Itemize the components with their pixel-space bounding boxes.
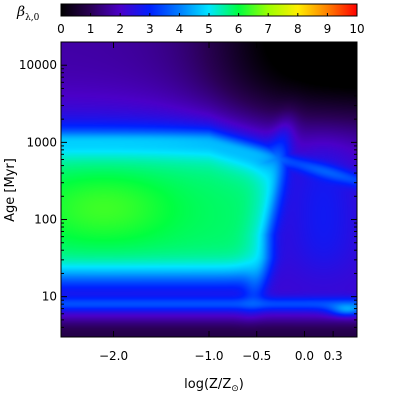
colorbar-tick-label: 1 [87, 22, 95, 36]
x-tick-label: −1.0 [194, 349, 223, 363]
x-tick-label: 0.3 [324, 349, 343, 363]
colorbar-tick-label: 8 [294, 22, 302, 36]
y-tick-label: 100 [34, 213, 57, 227]
y-axis-label: Age [Myr] [3, 158, 18, 222]
colorbar-tick-label: 10 [349, 22, 364, 36]
colorbar-tick-label: 2 [116, 22, 124, 36]
y-axis-ticks: 10 100 1000 10000 [19, 41, 357, 338]
colorbar-title-subscript: λ,0 [25, 13, 40, 23]
plot-area: −2.0 −1.0 −0.5 0.0 0.3 10 100 1000 10000 [19, 41, 358, 363]
colorbar-tick-label: 7 [264, 22, 272, 36]
y-tick-label: 10 [42, 290, 57, 304]
colorbar-tick-label: 0 [57, 22, 65, 36]
x-axis-ticks: −2.0 −1.0 −0.5 0.0 0.3 [99, 42, 343, 363]
colorbar-tick-label: 3 [146, 22, 154, 36]
colorbar-tick-label: 5 [205, 22, 213, 36]
colorbar-tick-label: 4 [176, 22, 184, 36]
colorbar-title-symbol: β [16, 4, 25, 20]
y-tick-label: 10000 [19, 58, 57, 72]
y-tick-label: 1000 [26, 135, 57, 149]
x-tick-label: −2.0 [99, 349, 128, 363]
colorbar-title: βλ,0 [16, 4, 40, 23]
heatmap-image [61, 42, 357, 337]
colorbar-tick-label: 6 [235, 22, 243, 36]
x-tick-label: 0.0 [295, 349, 314, 363]
colorbar-ticks: 0 1 2 3 4 5 6 7 8 9 10 [57, 13, 365, 36]
colorbar-tick-label: 9 [324, 22, 332, 36]
x-tick-label: −0.5 [242, 349, 271, 363]
x-axis-label: log(Z/Z⊙) [184, 377, 244, 394]
colorbar: βλ,0 0 1 2 3 4 5 6 7 8 9 10 [16, 3, 365, 36]
